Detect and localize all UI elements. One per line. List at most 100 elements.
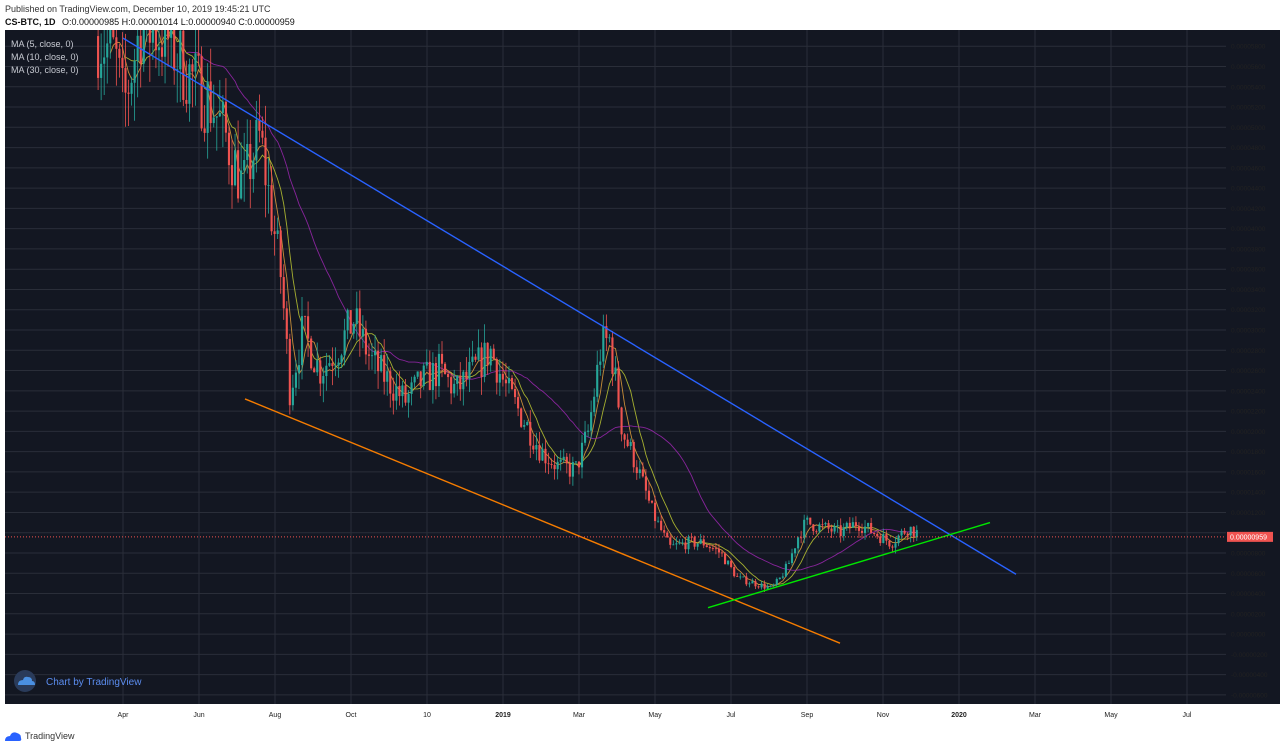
candle-body xyxy=(224,101,227,133)
current-price-tag-bg xyxy=(1227,531,1273,542)
candle-body xyxy=(565,456,568,464)
y-tick-label: 0.00002400 xyxy=(1231,388,1266,395)
x-tick-label: Jul xyxy=(727,712,736,719)
candle-body xyxy=(255,119,258,161)
candle-body xyxy=(882,534,885,544)
candle-body xyxy=(370,355,374,357)
candle-body xyxy=(352,324,355,334)
y-tick-label: 0.00002200 xyxy=(1231,409,1266,416)
candle-body xyxy=(148,30,151,43)
candle-body xyxy=(270,185,273,232)
candle-body xyxy=(422,365,425,387)
x-tick-label: Jun xyxy=(193,712,204,719)
candle-body xyxy=(358,308,361,337)
candle-body xyxy=(590,412,593,431)
candle-body xyxy=(742,576,745,578)
candle-body xyxy=(176,69,179,71)
y-tick-label: 0.00001600 xyxy=(1231,469,1266,476)
candle-body xyxy=(620,407,623,435)
published-line: Published on TradingView.com, December 1… xyxy=(5,4,271,14)
candle-body xyxy=(571,462,574,477)
candle-body xyxy=(297,365,301,373)
candle-body xyxy=(845,522,848,528)
candle-body xyxy=(663,530,666,533)
candle-body xyxy=(577,461,581,468)
candle-body xyxy=(714,548,717,550)
candle-body xyxy=(310,338,313,369)
candle-body xyxy=(182,30,185,100)
candle-body xyxy=(489,348,492,366)
candle-body xyxy=(361,328,364,337)
y-tick-label: 0.00004200 xyxy=(1231,206,1266,213)
candle-body xyxy=(897,535,900,544)
candle-body xyxy=(212,117,215,124)
candle-body xyxy=(471,356,474,362)
candle-body xyxy=(443,363,447,374)
footer-logo-text: TradingView xyxy=(25,731,75,741)
tradingview-watermark[interactable]: Chart by TradingView xyxy=(14,670,142,692)
candle-body xyxy=(806,517,809,520)
candle-body xyxy=(781,576,784,578)
price-axis-background xyxy=(1226,30,1280,704)
candle-body xyxy=(194,53,197,72)
candle-body xyxy=(550,464,553,465)
x-tick-label: Mar xyxy=(573,712,586,719)
candle-body xyxy=(331,363,334,367)
candle-body xyxy=(316,360,319,373)
candle-body xyxy=(675,543,678,545)
x-tick-label: Sep xyxy=(801,712,814,719)
candle-body xyxy=(261,130,264,138)
candle-body xyxy=(291,387,294,406)
candle-body xyxy=(873,532,876,534)
candle-body xyxy=(906,533,909,536)
candle-body xyxy=(812,524,815,532)
candle-body xyxy=(827,523,830,529)
candle-body xyxy=(428,361,431,390)
candle-body xyxy=(863,526,867,533)
candle-body xyxy=(727,560,730,565)
candle-body xyxy=(160,47,164,57)
candle-body xyxy=(167,30,170,38)
candle-body xyxy=(593,396,596,413)
candle-body xyxy=(870,522,873,533)
candles xyxy=(97,30,918,592)
candle-body xyxy=(876,533,879,537)
candle-body xyxy=(483,342,486,377)
x-tick-label: Nov xyxy=(877,712,890,719)
footer[interactable]: TradingView xyxy=(4,727,75,745)
candle-body xyxy=(523,425,526,427)
candle-body xyxy=(644,476,647,491)
candle-body xyxy=(450,377,453,394)
y-tick-label: 0.00003600 xyxy=(1231,267,1266,274)
tradingview-cloud-shape xyxy=(18,676,35,685)
candle-body xyxy=(410,382,413,394)
y-tick-label: 0.00004400 xyxy=(1231,186,1266,193)
candle-body xyxy=(252,160,255,180)
y-tick-label: 0.00004000 xyxy=(1231,226,1266,233)
candle-body xyxy=(678,542,681,544)
y-tick-label: 0.00000600 xyxy=(1231,571,1266,578)
candle-body xyxy=(532,445,535,450)
ma-line xyxy=(125,30,917,586)
candle-body xyxy=(136,35,139,61)
candle-body xyxy=(294,372,297,388)
candle-body xyxy=(276,230,279,235)
candle-body xyxy=(894,543,897,548)
candle-body xyxy=(419,371,422,387)
candle-body xyxy=(340,355,343,363)
candle-body xyxy=(900,530,903,536)
candle-body xyxy=(821,524,824,526)
candle-body xyxy=(267,185,270,186)
y-tick-label: 0.00002600 xyxy=(1231,368,1266,375)
candle-body xyxy=(243,160,246,171)
candle-body xyxy=(803,519,806,539)
candle-body xyxy=(672,544,675,546)
candle-body xyxy=(337,362,340,366)
candle-body xyxy=(355,308,358,325)
price-chart[interactable]: 0.00005800 0.00005600 0.00005400 0.00005200… xyxy=(0,30,1280,730)
candle-body xyxy=(127,92,130,94)
candle-body xyxy=(437,353,441,387)
moving-averages xyxy=(109,30,917,587)
candle-body xyxy=(626,439,629,447)
candle-body xyxy=(696,543,699,547)
